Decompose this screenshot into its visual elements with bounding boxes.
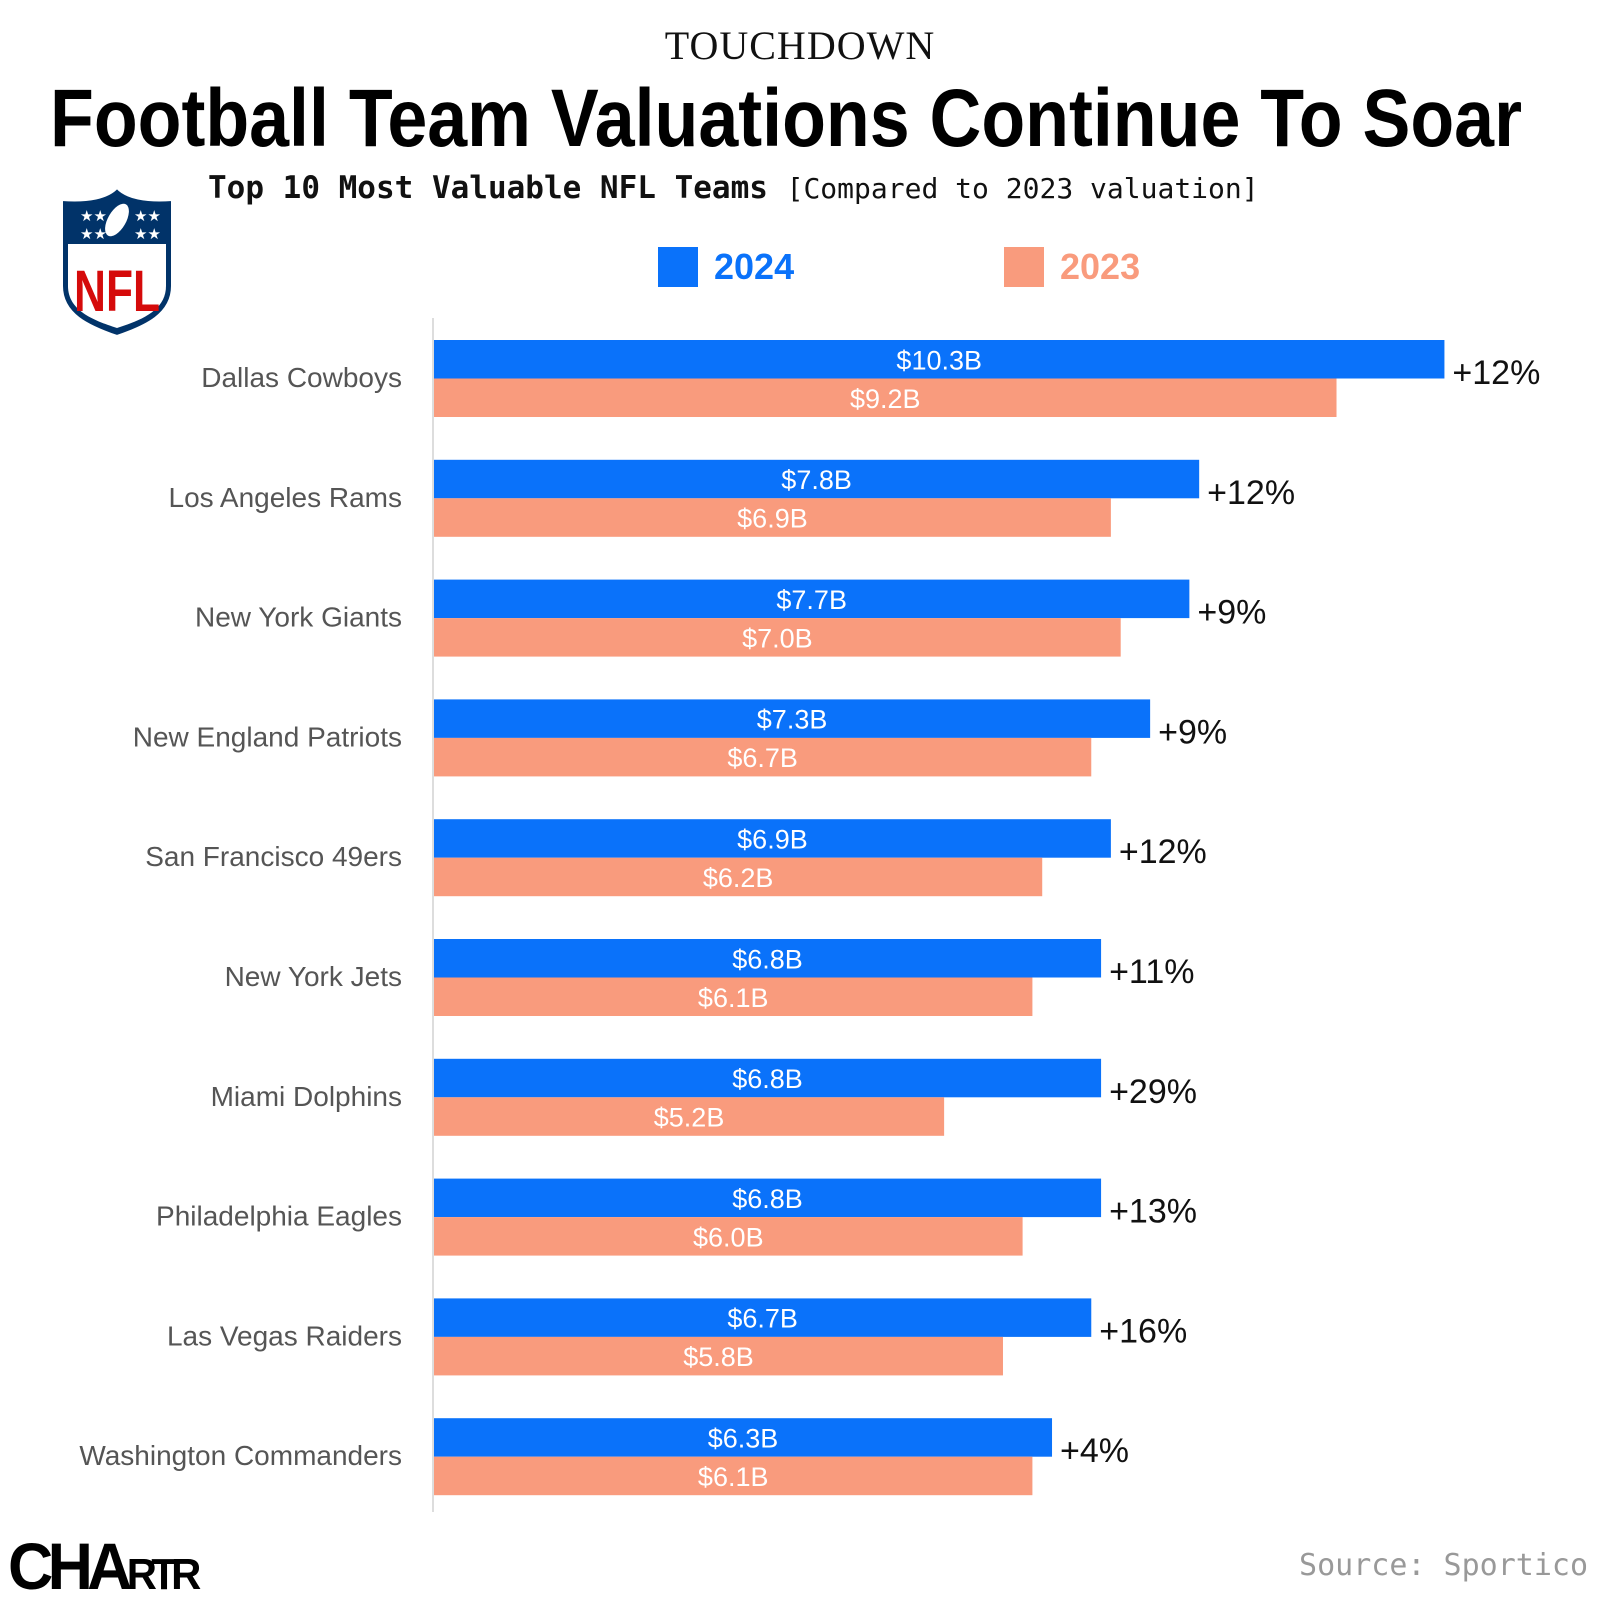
- category-label: Washington Commanders: [79, 1440, 402, 1471]
- bar-2023: [434, 857, 1043, 897]
- kicker: TOUCHDOWN: [664, 23, 936, 68]
- title-svg: Football Team Valuations Continue To Soa…: [50, 73, 1522, 160]
- bar-2023: [434, 1336, 1003, 1376]
- bar-value-label-2023: $6.1B: [698, 983, 769, 1013]
- nfl-logo-text: NFL: [74, 259, 160, 324]
- bar-value-label-2023: $6.1B: [698, 1462, 769, 1492]
- bar-2024: [434, 579, 1190, 619]
- bar-2024: [434, 1178, 1102, 1218]
- bar-2023: [434, 1097, 945, 1136]
- bar-value-label-2023: $5.2B: [654, 1103, 725, 1133]
- change-label: +12%: [1119, 833, 1207, 871]
- bar-value-label-2024: $6.8B: [732, 1064, 803, 1094]
- bar-value-label-2024: $7.3B: [757, 705, 828, 735]
- nfl-logo: NFL ★★ ★★ ★★ ★★: [61, 186, 173, 338]
- bar-2023: [434, 977, 1033, 1016]
- bar-value-label-2024: $6.9B: [737, 824, 808, 854]
- category-label: Dallas Cowboys: [201, 362, 402, 393]
- legend-item-2024: 2024: [658, 246, 794, 288]
- change-label: +29%: [1109, 1073, 1197, 1111]
- change-label: +12%: [1207, 474, 1295, 512]
- bar-value-label-2024: $6.7B: [727, 1304, 798, 1334]
- legend-item-2023: 2023: [1004, 246, 1140, 288]
- change-label: +9%: [1158, 713, 1227, 751]
- bar-value-label-2023: $5.8B: [683, 1342, 754, 1372]
- bar-2023: [434, 737, 1092, 777]
- svg-text:★★: ★★: [80, 226, 107, 243]
- category-label: Philadelphia Eagles: [156, 1201, 402, 1232]
- change-label: +12%: [1452, 354, 1540, 392]
- bar-2023: [434, 618, 1121, 657]
- bar-value-label-2023: $6.7B: [727, 743, 798, 773]
- bar-value-label-2024: $7.8B: [781, 465, 852, 495]
- category-label: Los Angeles Rams: [169, 482, 402, 513]
- bar-2024: [434, 1058, 1102, 1098]
- bar-value-label-2023: $6.9B: [737, 504, 808, 534]
- category-label: New York Jets: [225, 961, 402, 992]
- bar-2024: [434, 459, 1200, 499]
- legend-label-2024: 2024: [714, 246, 795, 287]
- legend-label-2023: 2023: [1060, 246, 1141, 287]
- bar-2023: [434, 1217, 1023, 1256]
- change-label: +9%: [1197, 594, 1266, 632]
- category-label: New England Patriots: [133, 721, 402, 752]
- bar-2023: [434, 378, 1337, 417]
- change-label: +11%: [1109, 953, 1194, 991]
- bar-2024: [434, 699, 1151, 738]
- bar-value-label-2023: $6.0B: [693, 1222, 764, 1252]
- bar-2023: [434, 1456, 1033, 1496]
- bar-2024: [434, 1418, 1053, 1457]
- svg-text:★★: ★★: [80, 208, 107, 225]
- legend-swatch-2023: [1004, 247, 1044, 287]
- source-note: Source: Sportico: [1299, 1548, 1588, 1583]
- subtitle-note: [Compared to 2023 valuation]: [786, 172, 1259, 205]
- bar-value-label-2024: $7.7B: [776, 585, 847, 615]
- bar-2023: [434, 498, 1111, 537]
- category-label: San Francisco 49ers: [145, 841, 402, 872]
- chartr-logo: CHARTR: [8, 1529, 201, 1600]
- bar-value-label-2024: $6.8B: [732, 944, 803, 974]
- subtitle: Top 10 Most Valuable NFL Teams [Compared…: [208, 170, 1259, 206]
- bar-2024: [434, 340, 1445, 379]
- category-label: Las Vegas Raiders: [167, 1320, 402, 1351]
- bar-value-label-2023: $7.0B: [742, 623, 813, 653]
- bar-value-label-2024: $6.8B: [732, 1184, 803, 1214]
- bar-2024: [434, 939, 1102, 978]
- bar-value-label-2023: $9.2B: [850, 384, 921, 414]
- subtitle-main: Top 10 Most Valuable NFL Teams: [208, 170, 768, 206]
- bar-value-label-2024: $6.3B: [708, 1423, 779, 1453]
- chart-title: Football Team Valuations Continue To Soa…: [50, 73, 1522, 160]
- change-label: +16%: [1099, 1312, 1187, 1350]
- bar-2024: [434, 819, 1111, 858]
- bar-2024: [434, 1298, 1092, 1337]
- svg-text:★★: ★★: [134, 208, 161, 225]
- change-label: +4%: [1060, 1432, 1129, 1470]
- bar-value-label-2023: $6.2B: [703, 863, 774, 893]
- change-label: +13%: [1109, 1193, 1197, 1231]
- bar-value-label-2024: $10.3B: [896, 345, 982, 375]
- svg-text:★★: ★★: [134, 226, 161, 243]
- legend-swatch-2024: [658, 247, 698, 287]
- category-label: New York Giants: [195, 602, 402, 633]
- category-label: Miami Dolphins: [211, 1081, 402, 1112]
